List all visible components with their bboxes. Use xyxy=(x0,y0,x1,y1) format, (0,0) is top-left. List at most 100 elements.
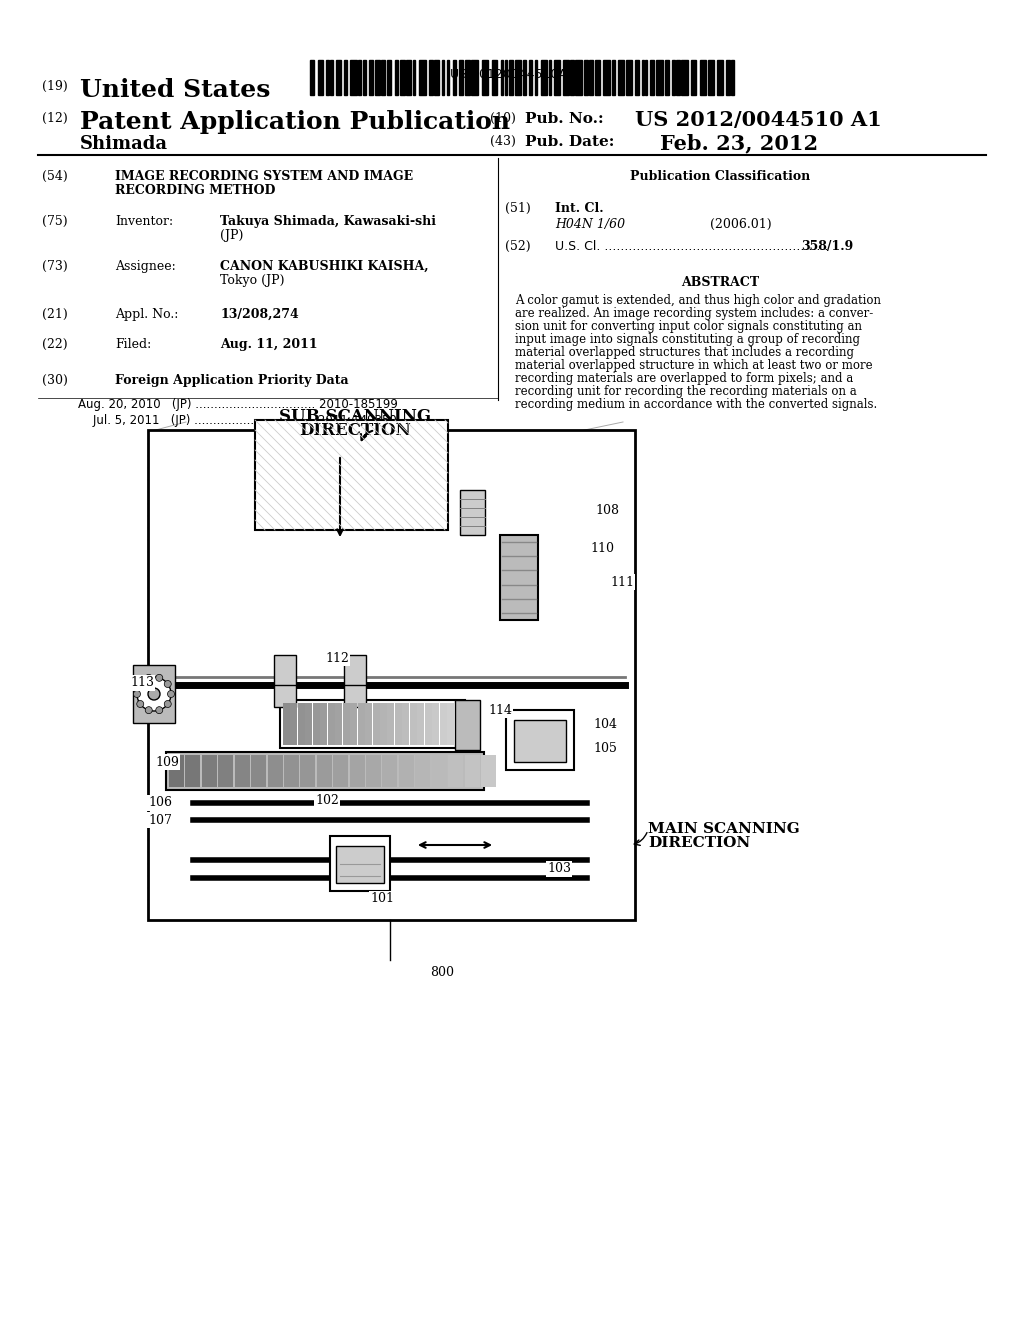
Text: 13/208,274: 13/208,274 xyxy=(220,308,299,321)
Bar xyxy=(523,59,526,95)
Text: 103: 103 xyxy=(547,862,571,875)
Bar xyxy=(505,59,507,95)
Bar xyxy=(481,59,488,95)
Text: Appl. No.:: Appl. No.: xyxy=(115,308,178,321)
Bar xyxy=(459,59,463,95)
Bar xyxy=(500,535,538,620)
Bar xyxy=(383,755,397,787)
Bar xyxy=(284,755,299,787)
Bar xyxy=(387,704,394,744)
Text: Int. Cl.: Int. Cl. xyxy=(555,202,603,215)
Bar xyxy=(471,59,478,95)
Bar xyxy=(672,59,675,95)
Text: 102: 102 xyxy=(315,793,339,807)
Circle shape xyxy=(156,675,163,681)
Text: recording unit for recording the recording materials on a: recording unit for recording the recordi… xyxy=(515,385,857,399)
Bar xyxy=(417,704,424,744)
Bar xyxy=(455,704,462,744)
Bar xyxy=(166,752,484,789)
Text: MAIN SCANNING: MAIN SCANNING xyxy=(648,822,800,836)
Text: United States: United States xyxy=(80,78,270,102)
Bar xyxy=(366,755,381,787)
Bar xyxy=(460,490,485,535)
Bar xyxy=(656,59,663,95)
Bar xyxy=(251,755,266,787)
Bar xyxy=(362,59,367,95)
Bar xyxy=(148,430,635,920)
Circle shape xyxy=(137,681,143,688)
Bar xyxy=(681,59,688,95)
Bar xyxy=(330,836,390,891)
Bar xyxy=(542,59,547,95)
Text: sion unit for converting input color signals constituting an: sion unit for converting input color sig… xyxy=(515,319,862,333)
Text: DIRECTION: DIRECTION xyxy=(648,836,751,850)
Bar xyxy=(514,719,566,762)
Text: Feb. 23, 2012: Feb. 23, 2012 xyxy=(660,133,818,153)
Bar xyxy=(380,704,387,744)
Circle shape xyxy=(164,681,171,688)
Text: (2006.01): (2006.01) xyxy=(710,218,772,231)
Bar xyxy=(305,704,312,744)
Bar xyxy=(350,704,357,744)
Bar xyxy=(575,59,582,95)
Text: (54): (54) xyxy=(42,170,68,183)
Text: material overlapped structure in which at least two or more: material overlapped structure in which a… xyxy=(515,359,872,372)
Bar xyxy=(589,59,593,95)
Text: U.S. Cl. ........................................................: U.S. Cl. ...............................… xyxy=(555,240,828,253)
Text: Aug. 20, 2010   (JP) ................................ 2010-185199: Aug. 20, 2010 (JP) .....................… xyxy=(78,399,398,411)
Bar xyxy=(691,59,696,95)
Bar xyxy=(317,59,324,95)
Bar xyxy=(717,59,723,95)
Bar xyxy=(449,755,463,787)
Bar xyxy=(375,59,380,95)
Text: 114: 114 xyxy=(488,704,512,717)
Bar xyxy=(133,665,175,723)
Bar xyxy=(665,59,669,95)
Bar xyxy=(506,710,574,770)
Text: 107: 107 xyxy=(148,813,172,826)
Bar xyxy=(358,59,361,95)
Bar xyxy=(439,704,446,744)
Text: (22): (22) xyxy=(42,338,68,351)
Text: Tokyo (JP): Tokyo (JP) xyxy=(220,275,285,286)
Text: 105: 105 xyxy=(593,742,616,755)
Text: (51): (51) xyxy=(505,202,530,215)
Bar xyxy=(446,59,449,95)
Text: 800: 800 xyxy=(430,965,454,978)
Bar xyxy=(635,59,639,95)
Circle shape xyxy=(168,690,174,697)
Text: Aug. 11, 2011: Aug. 11, 2011 xyxy=(220,338,317,351)
Text: Pub. Date:: Pub. Date: xyxy=(525,135,614,149)
Bar xyxy=(344,655,366,708)
Bar xyxy=(387,59,391,95)
Text: DIRECTION: DIRECTION xyxy=(299,422,411,440)
Text: (21): (21) xyxy=(42,308,68,321)
Bar xyxy=(394,59,397,95)
Bar xyxy=(515,59,521,95)
Bar xyxy=(327,59,329,95)
Text: A color gamut is extended, and thus high color and gradation: A color gamut is extended, and thus high… xyxy=(515,294,881,308)
Bar xyxy=(267,755,283,787)
Text: material overlapped structures that includes a recording: material overlapped structures that incl… xyxy=(515,346,854,359)
Text: (12): (12) xyxy=(42,112,68,125)
Text: Publication Classification: Publication Classification xyxy=(630,170,810,183)
Bar xyxy=(416,755,430,787)
Circle shape xyxy=(137,677,171,711)
Bar xyxy=(465,755,479,787)
Text: 104: 104 xyxy=(593,718,617,730)
Bar xyxy=(603,59,610,95)
Bar xyxy=(234,755,250,787)
Text: (19): (19) xyxy=(42,81,68,92)
Bar xyxy=(708,59,714,95)
Bar xyxy=(300,755,315,787)
Text: (30): (30) xyxy=(42,374,68,387)
Bar xyxy=(465,59,470,95)
Bar xyxy=(333,755,348,787)
Text: (52): (52) xyxy=(505,240,530,253)
Bar xyxy=(563,59,569,95)
Text: 110: 110 xyxy=(590,541,614,554)
Text: Foreign Application Priority Data: Foreign Application Priority Data xyxy=(115,374,348,387)
Text: Shimada: Shimada xyxy=(80,135,168,153)
Bar xyxy=(381,59,385,95)
Bar xyxy=(617,59,624,95)
